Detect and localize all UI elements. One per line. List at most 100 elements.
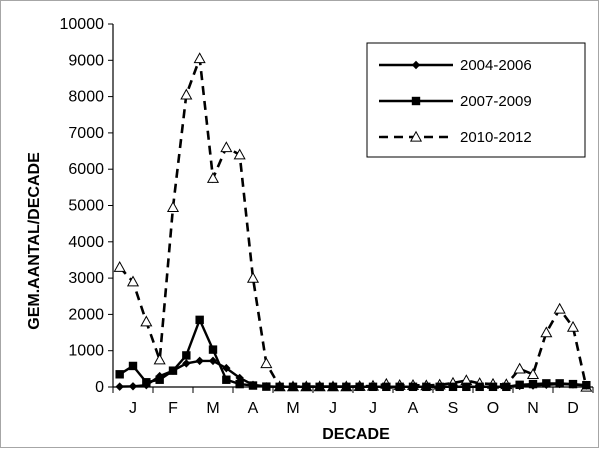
legend: 2004-2006 2007-2009 2010-2012 [366,42,586,158]
data-point-diamond [155,371,164,381]
data-point-diamond [275,382,284,392]
data-point-triangle [553,302,566,314]
data-point-square [222,375,231,384]
data-point-triangle [513,362,526,374]
legend-item-2007-2009: 2007-2009 [379,93,532,110]
legend-label: 2010-2012 [460,129,532,146]
data-point-triangle [166,201,180,212]
data-point-square [115,370,124,379]
x-tick-label-M: M [286,400,299,417]
data-point-diamond [368,382,378,392]
data-point-diamond [302,382,311,392]
x-tick-label-J: J [129,400,137,417]
x-tick-label-N: N [527,400,539,417]
data-point-diamond [528,381,538,390]
y-tick-label: 3000 [68,270,104,287]
y-tick-labels: 0 1000 2000 3000 4000 5000 6000 7000 8000 9000 100… [60,16,113,396]
y-tick-label: 4000 [68,234,104,251]
data-point-square [195,315,204,325]
legend-label: 2007-2009 [460,93,532,110]
data-point-diamond [462,382,471,392]
data-point-square [128,361,138,371]
data-point-triangle [566,320,580,332]
data-point-triangle [526,368,540,379]
data-point-triangle [180,88,193,100]
data-point-diamond [195,356,204,366]
y-axis-title: GEM.AANTAL/DECADE [26,152,43,330]
y-tick-label: 9000 [68,52,104,69]
data-point-triangle [233,148,246,160]
data-point-diamond [568,380,578,389]
data-point-diamond [315,382,324,392]
data-point-square [235,379,244,389]
data-point-diamond [342,382,351,392]
x-tick-label-A: A [248,400,259,417]
legend-item-2010-2012: 2010-2012 [379,129,532,146]
data-point-diamond [128,382,138,391]
x-tick-label-S: S [448,400,459,417]
y-tick-label: 6000 [68,161,104,178]
data-point-diamond [262,382,271,391]
data-point-diamond [395,382,404,392]
legend-label: 2004-2006 [460,57,532,74]
data-point-triangle [409,130,423,142]
y-tick-label: 2000 [68,306,104,323]
y-tick-label: 8000 [68,89,104,106]
data-point-diamond [448,382,458,392]
data-point-diamond [248,380,258,390]
y-tick-label: 10000 [60,16,105,33]
data-point-square [208,345,218,354]
data-point-triangle [153,353,166,365]
data-point-diamond [515,381,524,391]
y-tick-label: 0 [95,379,104,396]
series-layer [113,52,593,392]
y-tick-label: 1000 [68,343,104,360]
series-2007-2009 [115,315,591,392]
data-point-diamond [222,363,231,373]
data-point-diamond [422,382,431,392]
x-tick-label-J: J [369,400,377,417]
data-point-diamond [435,382,444,392]
data-point-diamond [555,379,564,389]
data-point-triangle [140,315,153,327]
data-point-diamond [208,356,218,366]
x-tick-label-F: F [168,400,178,417]
data-point-triangle [220,141,233,153]
data-point-triangle [260,357,273,369]
data-point-diamond [582,381,591,390]
data-point-triangle [113,260,126,272]
legend-item-2004-2006: 2004-2006 [379,57,532,74]
data-point-diamond [408,382,418,392]
data-point-diamond [182,359,191,368]
x-tick-label-A: A [408,400,419,417]
data-point-diamond [475,382,484,392]
data-point-diamond [411,60,421,70]
x-tick-label-M: M [206,400,219,417]
x-axis-title: DECADE [322,426,390,443]
data-point-diamond [502,382,511,392]
data-point-square [411,96,421,106]
data-point-diamond [488,382,498,392]
y-tick-label: 7000 [68,125,104,142]
data-point-diamond [142,380,151,390]
data-point-square [182,351,191,360]
data-point-diamond [288,382,298,392]
data-point-diamond [542,380,551,390]
data-point-diamond [382,382,391,392]
data-point-diamond [355,382,364,392]
data-point-diamond [168,366,178,375]
y-tick-label: 5000 [68,198,104,215]
data-point-triangle [206,172,220,183]
data-point-diamond [328,382,338,392]
data-point-triangle [193,52,206,64]
series-2004-2006 [115,356,591,392]
x-tick-label-D: D [567,400,579,417]
x-tick-label-J: J [329,400,337,417]
data-point-diamond [235,373,244,383]
x-tick-label-O: O [487,400,499,417]
data-point-diamond [115,382,124,391]
data-point-triangle [246,271,260,283]
